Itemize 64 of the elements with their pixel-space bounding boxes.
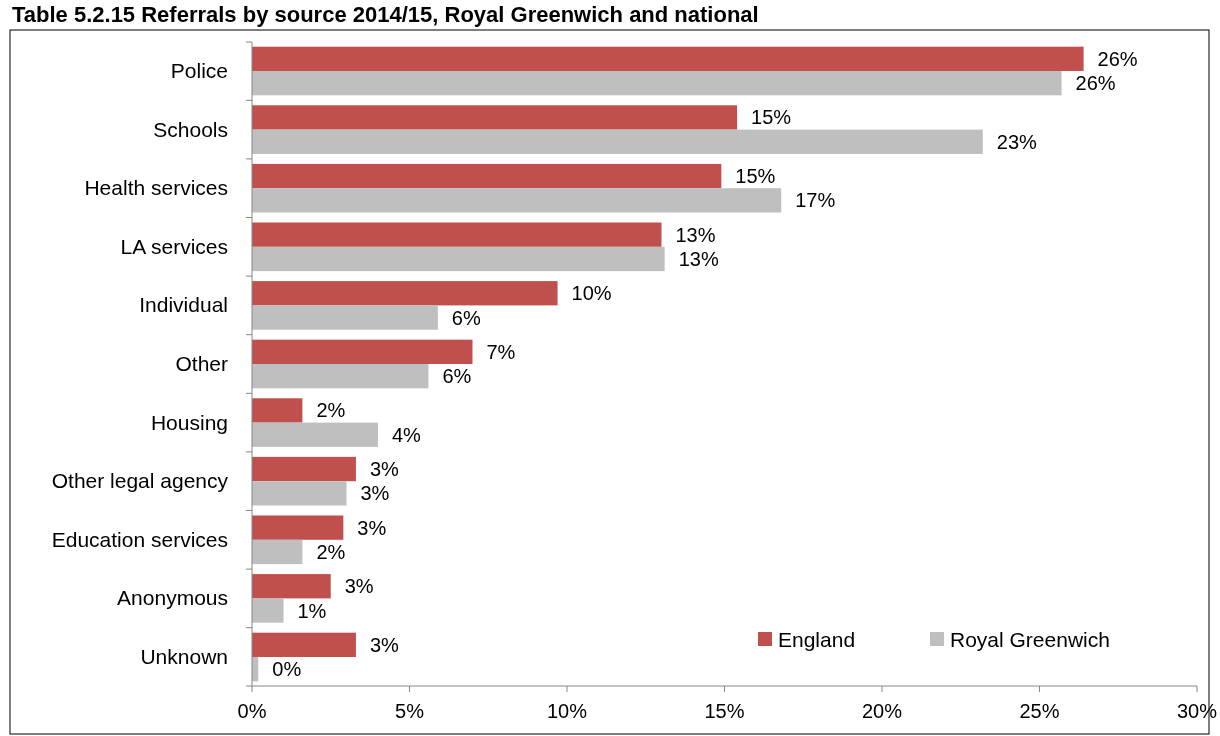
y-tick-label: Health services xyxy=(84,176,228,200)
data-label: 3% xyxy=(369,633,400,656)
data-label: 3% xyxy=(360,482,390,505)
data-label: 26% xyxy=(1097,47,1138,70)
bar xyxy=(252,632,356,657)
data-label: 17% xyxy=(795,189,836,212)
chart-title: Table 5.2.15 Referrals by source 2014/15, Royal Greenwich and national xyxy=(12,2,759,27)
data-label: 6% xyxy=(442,365,472,388)
data-label: 3% xyxy=(369,458,400,481)
bar xyxy=(252,539,303,565)
bar xyxy=(252,222,662,247)
bar xyxy=(252,46,1084,72)
bar xyxy=(252,515,344,540)
x-tick-label: 10% xyxy=(546,700,588,722)
data-label: 7% xyxy=(486,340,516,363)
data-label: 15% xyxy=(735,165,776,188)
bar xyxy=(252,398,303,423)
y-tick-label: Education services xyxy=(51,527,228,551)
bar xyxy=(252,129,983,154)
bar xyxy=(252,481,347,506)
x-tick-label: 5% xyxy=(395,700,425,722)
data-label: 2% xyxy=(316,399,346,422)
bar xyxy=(252,281,558,306)
y-tick-label: Schools xyxy=(153,117,228,141)
data-label: 4% xyxy=(392,423,422,446)
data-label: 3% xyxy=(357,516,387,539)
data-label: 0% xyxy=(272,658,302,681)
data-label: 13% xyxy=(678,247,719,270)
y-tick-label: Individual xyxy=(139,293,228,317)
y-tick-label: Anonymous xyxy=(117,586,228,610)
bar xyxy=(252,105,738,130)
bar xyxy=(252,246,665,272)
bar xyxy=(252,598,284,623)
data-label: 1% xyxy=(297,599,327,622)
bar xyxy=(252,456,356,482)
y-tick-label: Other legal agency xyxy=(51,469,229,493)
data-label: 15% xyxy=(751,106,792,129)
bar xyxy=(252,188,782,213)
data-label: 26% xyxy=(1075,72,1116,95)
bar xyxy=(252,422,378,447)
data-label: 3% xyxy=(344,575,374,598)
bar xyxy=(252,305,438,330)
y-tick-label: Housing xyxy=(150,410,228,434)
y-tick-label: Other xyxy=(175,352,228,375)
data-label: 6% xyxy=(451,306,481,329)
y-tick-label: LA services xyxy=(120,234,228,258)
x-tick-label: 25% xyxy=(1019,700,1060,722)
x-tick-label: 20% xyxy=(861,700,903,722)
y-tick-label: Unknown xyxy=(140,644,228,668)
data-label: 10% xyxy=(571,282,612,305)
bar xyxy=(252,71,1062,96)
x-tick-label: 15% xyxy=(704,700,745,722)
bar xyxy=(252,364,429,389)
legend-label: England xyxy=(778,628,856,651)
x-tick-label: 30% xyxy=(1176,700,1218,722)
x-tick-label: 0% xyxy=(237,700,267,722)
bar xyxy=(252,574,331,599)
data-label: 23% xyxy=(996,130,1038,153)
data-label: 13% xyxy=(675,223,716,246)
bar xyxy=(252,163,722,189)
data-label: 2% xyxy=(316,540,346,563)
y-tick-label: Police xyxy=(170,59,228,83)
legend-label: Royal Greenwich xyxy=(950,628,1110,651)
bar xyxy=(252,339,473,364)
